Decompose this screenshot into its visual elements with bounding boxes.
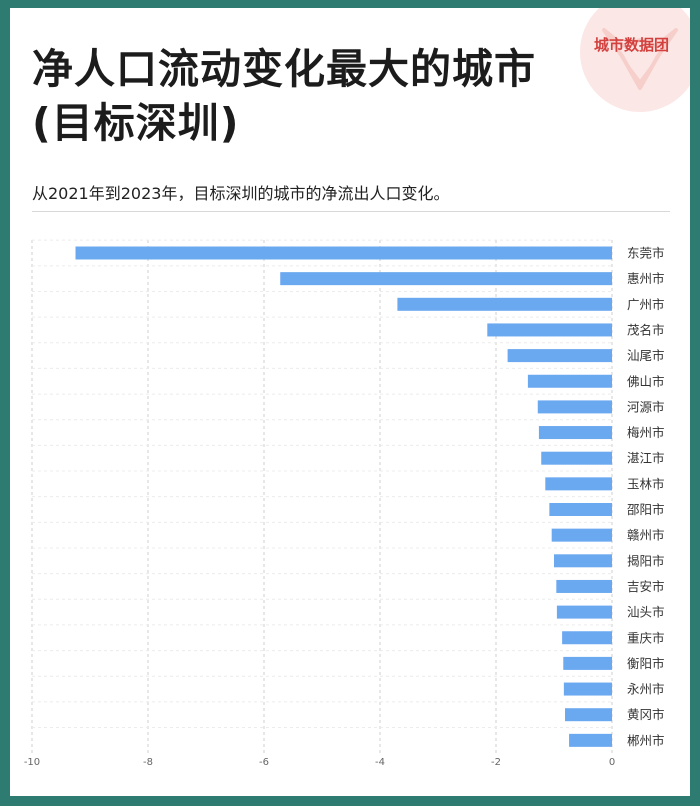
brand-logo: 城市数据团 bbox=[578, 8, 690, 114]
bar bbox=[551, 528, 612, 542]
bar-chart: 东莞市惠州市广州市茂名市汕尾市佛山市河源市梅州市湛江市玉林市邵阳市赣州市揭阳市吉… bbox=[24, 239, 665, 768]
category-label: 河源市 bbox=[627, 399, 665, 414]
bar bbox=[75, 246, 612, 260]
category-label: 赣州市 bbox=[627, 528, 665, 543]
x-tick-label: -8 bbox=[143, 757, 153, 768]
chart-subtitle: 从2021年到2023年，目标深圳的城市的净流出人口变化。 bbox=[32, 184, 450, 203]
bar bbox=[541, 451, 612, 465]
category-label: 郴州市 bbox=[627, 733, 665, 748]
bar bbox=[487, 323, 612, 337]
logo-text: 城市数据团 bbox=[594, 36, 670, 54]
title-line-1: 净人口流动变化最大的城市 bbox=[32, 45, 536, 93]
bar bbox=[554, 554, 612, 568]
category-label: 汕尾市 bbox=[627, 348, 665, 363]
x-tick-label: 0 bbox=[609, 757, 615, 768]
category-label: 衡阳市 bbox=[627, 656, 665, 671]
x-tick-label: -10 bbox=[24, 757, 40, 768]
bar bbox=[556, 579, 612, 593]
category-label: 玉林市 bbox=[627, 476, 665, 491]
bar bbox=[527, 374, 612, 388]
fox-head-icon bbox=[580, 8, 690, 112]
bar bbox=[537, 400, 612, 414]
bar bbox=[556, 605, 612, 619]
category-label: 东莞市 bbox=[627, 246, 665, 261]
category-label: 汕头市 bbox=[627, 605, 665, 620]
category-label: 揭阳市 bbox=[627, 553, 665, 568]
bar bbox=[569, 733, 612, 747]
bar bbox=[563, 656, 612, 670]
bar bbox=[563, 682, 612, 696]
category-label: 惠州市 bbox=[627, 271, 665, 286]
chart-card: 净人口流动变化最大的城市 (目标深圳) 城市数据团 从2021年到2023年，目… bbox=[10, 8, 690, 796]
bar bbox=[565, 708, 612, 722]
category-label: 黄冈市 bbox=[627, 707, 665, 722]
bar bbox=[545, 477, 612, 491]
bar bbox=[397, 297, 612, 311]
category-label: 重庆市 bbox=[627, 630, 665, 645]
x-tick-label: -2 bbox=[491, 757, 501, 768]
category-label: 湛江市 bbox=[627, 451, 665, 466]
bar bbox=[549, 503, 612, 516]
chart-title: 净人口流动变化最大的城市 (目标深圳) bbox=[32, 42, 592, 150]
category-label: 永州市 bbox=[627, 682, 665, 697]
header-divider bbox=[32, 211, 670, 212]
category-label: 佛山市 bbox=[627, 374, 665, 389]
category-label: 茂名市 bbox=[627, 322, 665, 337]
x-tick-label: -6 bbox=[259, 757, 269, 768]
bar bbox=[562, 631, 612, 645]
x-tick-label: -4 bbox=[375, 757, 385, 768]
bar bbox=[507, 349, 612, 363]
bar bbox=[538, 426, 612, 440]
category-label: 吉安市 bbox=[627, 579, 665, 594]
category-label: 广州市 bbox=[627, 297, 665, 312]
category-label: 梅州市 bbox=[627, 425, 665, 440]
title-line-2: (目标深圳) bbox=[32, 99, 240, 147]
bar bbox=[280, 272, 612, 286]
category-label: 邵阳市 bbox=[627, 502, 665, 517]
